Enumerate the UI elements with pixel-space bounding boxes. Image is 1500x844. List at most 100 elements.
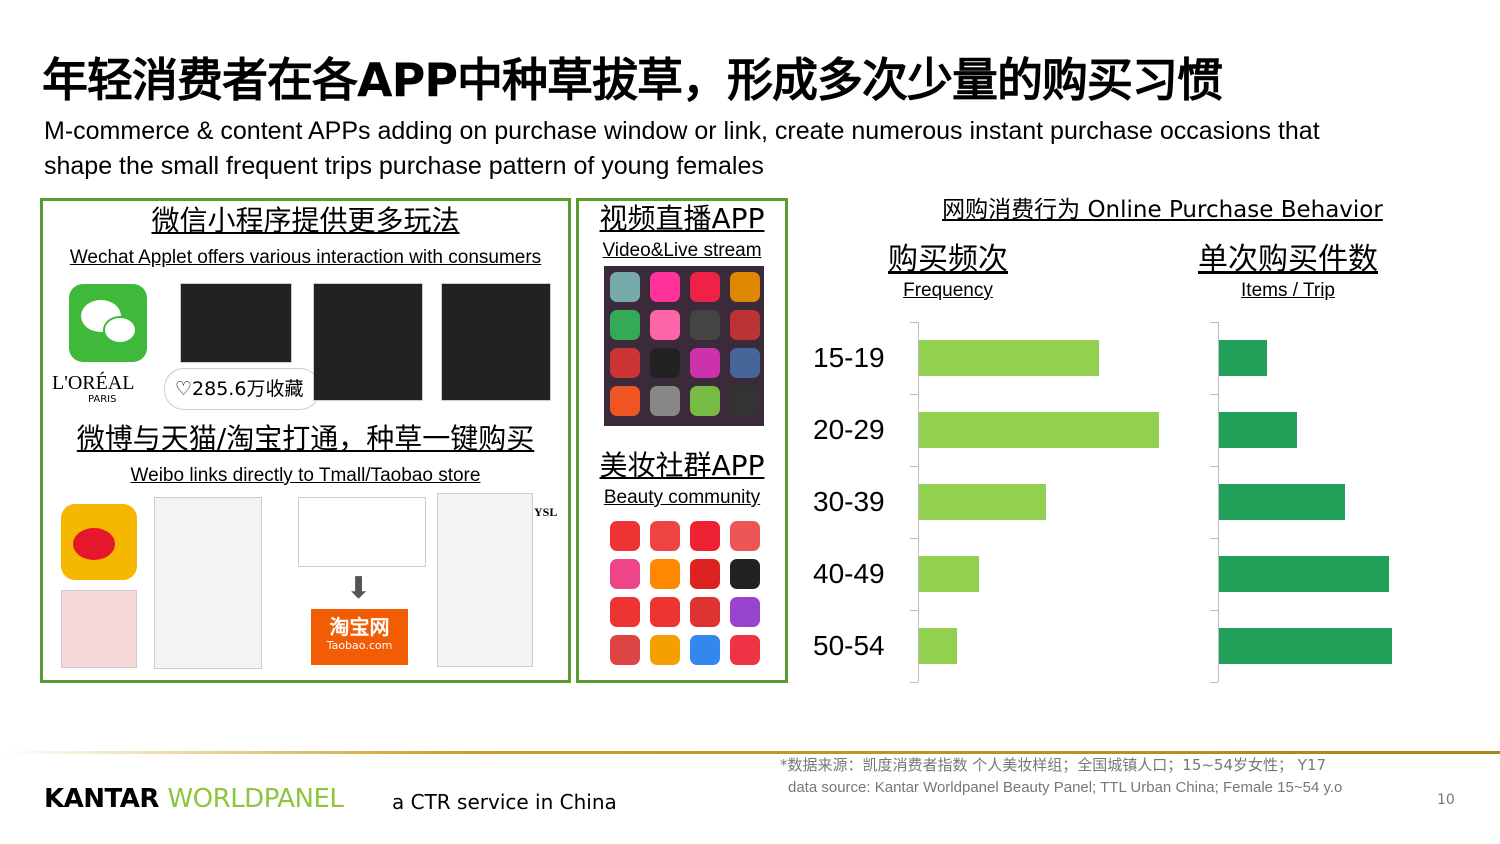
bar-items-20-29: [1219, 412, 1297, 448]
user-photo: [61, 590, 137, 668]
heart-icon: ♡: [175, 378, 193, 400]
beauty-app-icon: [690, 559, 720, 589]
axis-tick: [910, 682, 918, 683]
beauty-app-icon: [610, 635, 640, 665]
axis-tick: [1210, 538, 1218, 539]
beauty-app-icon: [650, 521, 680, 551]
axis-line: [1218, 322, 1219, 682]
slide-title: 年轻消费者在各APP中种草拔草，形成多次少量的购买习惯: [42, 53, 1223, 107]
series-2-subtitle: Items / Trip: [1241, 280, 1335, 301]
bar-frequency-15-19: [919, 340, 1099, 376]
loreal-logo-sub: PARIS: [88, 394, 117, 405]
tagline: a CTR service in China: [392, 790, 617, 814]
axis-tick: [910, 394, 918, 395]
weibo-title-en: Weibo links directly to Tmall/Taobao sto…: [130, 465, 481, 486]
loreal-logo: L'ORÉAL: [52, 372, 135, 394]
axis-tick: [1210, 394, 1218, 395]
video-app-icon: [610, 310, 640, 340]
series-2-title: 单次购买件数: [1198, 242, 1378, 277]
beauty-app-icon: [730, 521, 760, 551]
video-app-icon: [690, 348, 720, 378]
wechat-weibo-panel: [40, 198, 571, 683]
video-app-icon: [650, 272, 680, 302]
bar-items-40-49: [1219, 556, 1389, 592]
video-app-icon: [730, 310, 760, 340]
category-label: 50-54: [813, 630, 885, 661]
beauty-app-icon: [650, 635, 680, 665]
axis-tick: [910, 610, 918, 611]
video-apps-grid: [604, 266, 764, 426]
wechat-logo-icon: [69, 284, 147, 362]
arrow-down-icon: ⬇: [346, 571, 372, 606]
favorites-badge: ♡285.6万收藏: [164, 368, 320, 410]
source-cn: *数据来源：凯度消费者指数 个人美妆样组；全国城镇人口；15~54岁女性； Y1…: [780, 756, 1327, 774]
video-app-icon: [690, 310, 720, 340]
kantar-logo: KANTAR WORLDPANEL: [44, 784, 344, 814]
video-app-icon: [650, 386, 680, 416]
axis-tick: [910, 466, 918, 467]
video-app-icon: [610, 386, 640, 416]
beauty-title-en: Beauty community: [603, 487, 761, 508]
category-label: 20-29: [813, 414, 885, 445]
video-app-icon: [730, 272, 760, 302]
video-title-en: Video&Live stream: [602, 240, 762, 261]
video-app-icon: [690, 272, 720, 302]
axis-tick: [1210, 466, 1218, 467]
video-app-icon: [650, 348, 680, 378]
taobao-logo: 淘宝网 Taobao.com: [311, 609, 408, 665]
page-number: 10: [1437, 792, 1455, 808]
wechat-screenshot-3: [441, 283, 551, 401]
video-title-cn: 视频直播APP: [599, 202, 765, 235]
weibo-title-cn: 微博与天猫/淘宝打通，种草一键购买: [76, 422, 535, 455]
category-label: 15-19: [813, 342, 885, 373]
axis-tick: [1210, 682, 1218, 683]
ysl-logo: YSL: [534, 505, 558, 519]
beauty-app-icon: [730, 559, 760, 589]
wechat-screenshot-1: [180, 283, 292, 363]
beauty-app-icon: [730, 597, 760, 627]
footer-divider: [0, 751, 1500, 754]
weibo-logo-icon: [61, 504, 137, 580]
slide-subtitle: M-commerce & content APPs adding on purc…: [44, 117, 1320, 180]
wechat-screenshot-2: [313, 283, 423, 401]
category-label: 40-49: [813, 558, 885, 589]
axis-tick: [910, 322, 918, 323]
beauty-app-icon: [610, 559, 640, 589]
bar-frequency-40-49: [919, 556, 979, 592]
beauty-app-icon: [610, 597, 640, 627]
category-label: 30-39: [813, 486, 885, 517]
kantar-logo-text: KANTAR: [44, 784, 159, 814]
beauty-app-icon: [690, 521, 720, 551]
beauty-app-icon: [650, 559, 680, 589]
wechat-title-cn: 微信小程序提供更多玩法: [151, 204, 460, 237]
wechat-title-en: Wechat Applet offers various interaction…: [69, 247, 542, 268]
bar-frequency-50-54: [919, 628, 958, 664]
bar-frequency-20-29: [919, 412, 1159, 448]
beauty-title-cn: 美妆社群APP: [599, 449, 765, 482]
bar-items-50-54: [1219, 628, 1392, 664]
weibo-screenshot-1: [154, 497, 262, 669]
video-app-icon: [690, 386, 720, 416]
video-app-icon: [730, 348, 760, 378]
beauty-apps-grid: [604, 515, 764, 670]
chart-title: 网购消费行为 Online Purchase Behavior: [942, 197, 1383, 223]
video-app-icon: [610, 348, 640, 378]
ysl-screenshot: [437, 493, 533, 667]
bar-items-30-39: [1219, 484, 1346, 520]
bar-items-15-19: [1219, 340, 1268, 376]
beauty-app-icon: [690, 635, 720, 665]
axis-tick: [1210, 322, 1218, 323]
video-app-icon: [650, 310, 680, 340]
weibo-screenshot-2: [298, 497, 426, 567]
axis-line: [918, 322, 919, 682]
video-app-icon: [610, 272, 640, 302]
beauty-app-icon: [690, 597, 720, 627]
beauty-app-icon: [730, 635, 760, 665]
series-1-title: 购买频次: [888, 242, 1008, 277]
worldpanel-logo-text: WORLDPANEL: [167, 784, 344, 814]
video-app-icon: [730, 386, 760, 416]
series-1-subtitle: Frequency: [903, 280, 993, 301]
beauty-app-icon: [610, 521, 640, 551]
axis-tick: [910, 538, 918, 539]
bar-frequency-30-39: [919, 484, 1047, 520]
